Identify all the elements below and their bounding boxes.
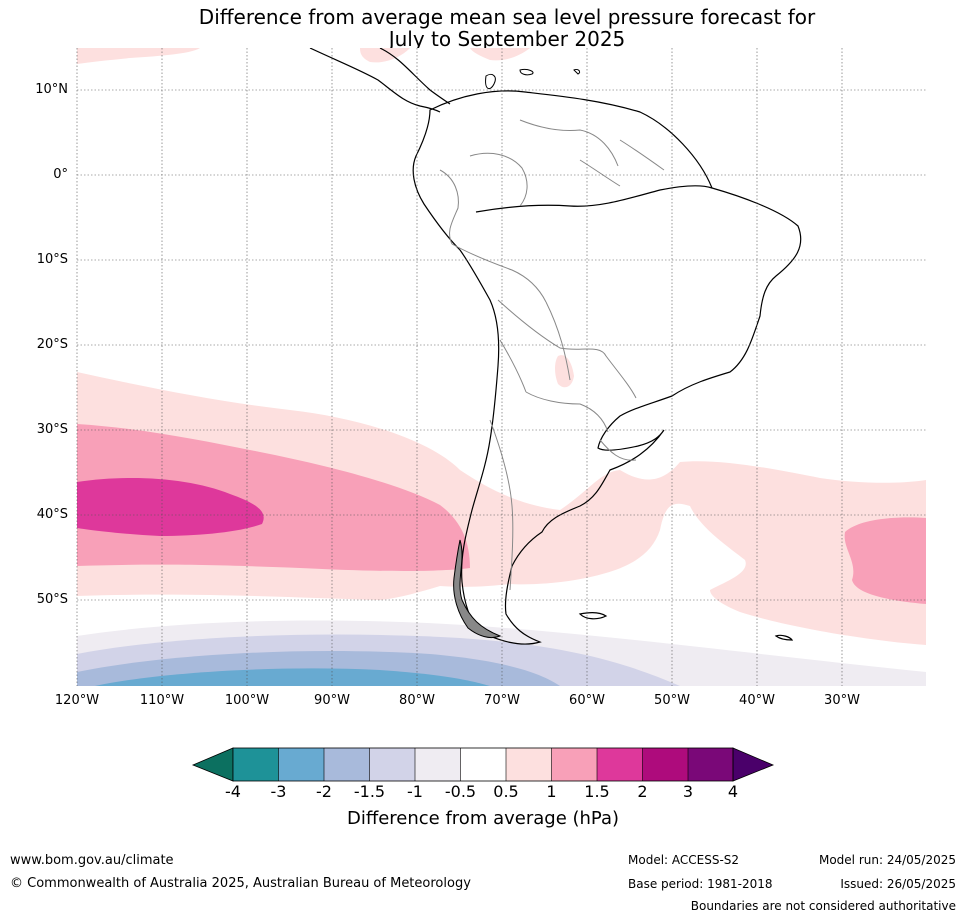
colorbar-swatch-11 bbox=[688, 748, 733, 781]
base-period: Base period: 1981-2018 bbox=[628, 877, 773, 891]
caribbean-islands bbox=[485, 69, 581, 90]
colorbar-tick: -3 bbox=[270, 782, 287, 801]
map-gridlines bbox=[76, 48, 926, 686]
lat-label-0: 0° bbox=[53, 167, 68, 182]
lon-label-80w: 80°W bbox=[399, 693, 435, 708]
lon-label-60w: 60°W bbox=[569, 693, 605, 708]
colorbar-tick: 3 bbox=[682, 782, 694, 801]
copyright-text: © Commonwealth of Australia 2025, Austra… bbox=[10, 876, 471, 891]
lon-label-40w: 40°W bbox=[739, 693, 775, 708]
website-link[interactable]: www.bom.gov.au/climate bbox=[10, 853, 174, 868]
colorbar-swatch-9 bbox=[597, 748, 643, 781]
lon-label-30w: 30°W bbox=[824, 693, 860, 708]
anomaly-band-minus-2 bbox=[95, 668, 490, 686]
model-name: Model: ACCESS-S2 bbox=[628, 853, 740, 867]
map-title-line-1: Difference from average mean sea level p… bbox=[198, 5, 816, 29]
boundaries-disclaimer: Boundaries are not considered authoritat… bbox=[690, 899, 956, 913]
chile-fjords bbox=[453, 539, 502, 639]
colorbar-tick: -1.5 bbox=[353, 782, 386, 801]
colorbar-tick: 0.5 bbox=[493, 782, 519, 801]
lat-label-10n: 10°N bbox=[35, 82, 68, 97]
colorbar-swatch-1 bbox=[233, 748, 279, 781]
colorbar-label: Difference from average (hPa) bbox=[346, 808, 620, 829]
colorbar-swatch-6 bbox=[460, 748, 506, 781]
model-run-date: Model run: 24/05/2025 bbox=[818, 853, 956, 867]
colorbar-swatch-3 bbox=[324, 748, 370, 781]
anomaly-blob-north-3 bbox=[470, 48, 530, 61]
map-title-line-2: July to September 2025 bbox=[388, 27, 626, 51]
central-america-coastline bbox=[309, 48, 441, 113]
lat-label-40s: 40°S bbox=[36, 507, 68, 522]
colorbar-tick: -1 bbox=[407, 782, 423, 801]
anomaly-blob-east bbox=[844, 517, 926, 604]
colorbar-tick: -2 bbox=[316, 782, 332, 801]
lon-label-100w: 100°W bbox=[224, 693, 270, 708]
south-georgia bbox=[774, 634, 794, 641]
colorbar-tick: 1 bbox=[546, 782, 557, 801]
country-borders bbox=[439, 119, 665, 591]
lat-label-10s: 10°S bbox=[36, 252, 68, 267]
colorbar-tick: 4 bbox=[727, 782, 739, 801]
colorbar-below-min-arrow bbox=[191, 747, 234, 782]
colorbar-tick: -4 bbox=[225, 782, 241, 801]
colorbar-tick: 2 bbox=[637, 782, 648, 801]
amazon-river bbox=[475, 185, 713, 213]
lon-label-120w: 120°W bbox=[54, 693, 100, 708]
colorbar-swatch-8 bbox=[551, 748, 597, 781]
falkland-islands bbox=[578, 612, 608, 620]
colorbar-swatch-4 bbox=[369, 748, 415, 781]
anomaly-blob-north bbox=[77, 48, 200, 64]
colorbar-tick: 1.5 bbox=[584, 782, 610, 801]
colorbar-tick: -0.5 bbox=[444, 782, 477, 801]
colorbar-swatch-10 bbox=[642, 748, 688, 781]
colorbar-swatch-7 bbox=[506, 748, 552, 781]
lat-label-20s: 20°S bbox=[36, 337, 68, 352]
central-america-coastline-north bbox=[379, 48, 451, 105]
south-america-coastline bbox=[412, 90, 802, 645]
lat-label-30s: 30°S bbox=[36, 422, 68, 437]
lon-label-90w: 90°W bbox=[314, 693, 350, 708]
pressure-anomaly-field bbox=[77, 48, 926, 686]
colorbar-swatch-5 bbox=[415, 748, 461, 781]
anomaly-band-plus-1.5 bbox=[77, 478, 264, 536]
anomaly-band-plus-0.5 bbox=[77, 372, 926, 645]
lon-label-110w: 110°W bbox=[139, 693, 185, 708]
anomaly-blob-north-2 bbox=[360, 48, 410, 63]
lat-label-50s: 50°S bbox=[36, 592, 68, 607]
anomaly-blob-paraguay bbox=[555, 355, 574, 388]
colorbar-swatch-2 bbox=[278, 748, 324, 781]
issued-date: Issued: 26/05/2025 bbox=[840, 877, 956, 891]
lon-label-50w: 50°W bbox=[654, 693, 690, 708]
lon-label-70w: 70°W bbox=[484, 693, 520, 708]
colorbar-above-max-arrow bbox=[732, 747, 775, 782]
